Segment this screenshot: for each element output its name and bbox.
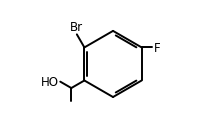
Text: Br: Br [70, 20, 83, 33]
Text: F: F [154, 42, 161, 55]
Text: HO: HO [41, 75, 59, 88]
